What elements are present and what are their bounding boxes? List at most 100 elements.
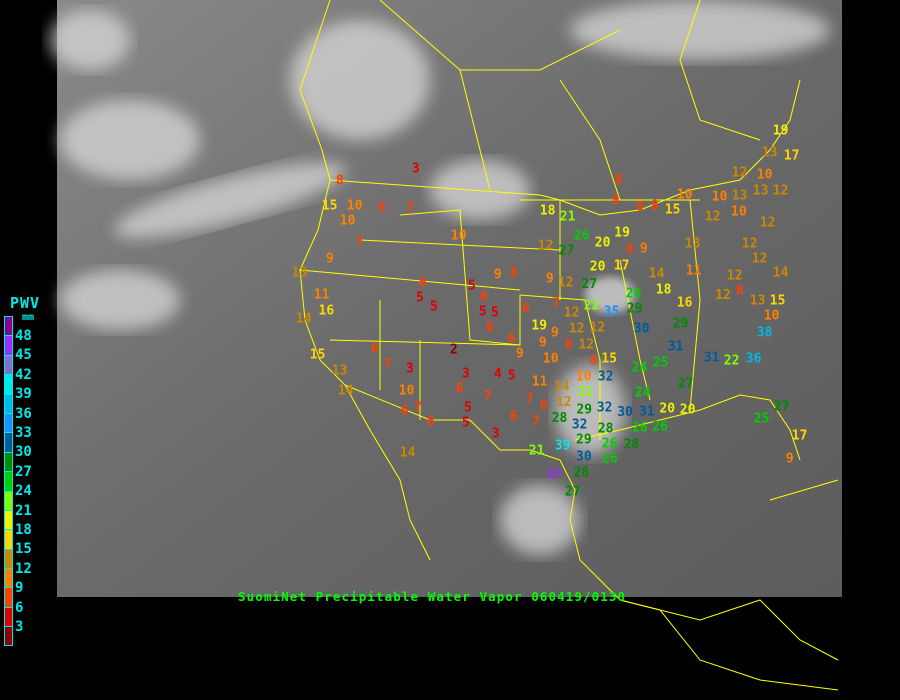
station-pwv-value: 7 bbox=[532, 415, 540, 430]
legend-swatch bbox=[4, 374, 13, 394]
station-pwv-value: 6 bbox=[427, 415, 435, 430]
station-pwv-value: 8 bbox=[615, 173, 623, 188]
station-pwv-value: 10 bbox=[731, 205, 747, 220]
station-pwv-value: 20 bbox=[659, 402, 675, 417]
station-pwv-value: 12 bbox=[752, 252, 768, 267]
station-pwv-value: 4 bbox=[494, 367, 502, 382]
station-pwv-value: 26 bbox=[626, 287, 642, 302]
legend-label: 48 bbox=[15, 328, 32, 344]
station-pwv-value: 15 bbox=[322, 199, 338, 214]
legend-swatch bbox=[4, 509, 13, 530]
station-pwv-value: 14 bbox=[773, 266, 789, 281]
station-pwv-value: 10 bbox=[757, 168, 773, 183]
station-pwv-value: 13 bbox=[685, 237, 701, 252]
station-pwv-value: 27 bbox=[774, 400, 790, 415]
station-pwv-value: 12 bbox=[742, 237, 758, 252]
station-pwv-value: 21 bbox=[529, 444, 545, 459]
station-pwv-value: 5 bbox=[416, 291, 424, 306]
station-pwv-value: 6 bbox=[522, 302, 530, 317]
station-pwv-value: 31 bbox=[668, 340, 684, 355]
station-pwv-value: 15 bbox=[665, 203, 681, 218]
station-pwv-value: 8 bbox=[565, 338, 573, 353]
station-pwv-value: 5 bbox=[430, 300, 438, 315]
station-pwv-value: 9 bbox=[551, 326, 559, 341]
legend-swatch bbox=[4, 316, 13, 336]
station-pwv-value: 8 bbox=[540, 399, 548, 414]
station-pwv-value: 31 bbox=[639, 404, 655, 419]
station-pwv-value: 10 bbox=[764, 309, 780, 324]
station-pwv-value: 26 bbox=[652, 420, 668, 435]
legend-swatch bbox=[4, 451, 13, 472]
station-pwv-value: 10 bbox=[347, 199, 363, 214]
station-pwv-value: 29 bbox=[673, 317, 689, 332]
legend-swatch bbox=[4, 587, 13, 607]
station-pwv-value: 7 bbox=[526, 392, 534, 407]
station-pwv-value: 7 bbox=[356, 236, 364, 251]
station-pwv-value: 12 bbox=[705, 210, 721, 225]
station-pwv-value: 9 bbox=[539, 336, 547, 351]
station-pwv-value: 28 bbox=[552, 411, 568, 426]
station-pwv-value: 7 bbox=[406, 202, 414, 217]
station-pwv-value: 6 bbox=[510, 410, 518, 425]
station-pwv-value: 26 bbox=[602, 437, 618, 452]
legend-label: 3 bbox=[15, 619, 24, 635]
station-pwv-value: 19 bbox=[531, 319, 547, 334]
satellite-image bbox=[57, 0, 842, 597]
station-pwv-value: 20 bbox=[595, 236, 611, 251]
station-pwv-value: 16 bbox=[677, 296, 693, 311]
station-pwv-value: 14 bbox=[649, 267, 665, 282]
station-pwv-value: 7 bbox=[552, 297, 560, 312]
station-pwv-value: 20 bbox=[680, 403, 696, 418]
legend-swatch bbox=[4, 548, 13, 569]
map-caption: SuomiNet Precipitable Water Vapor 060419… bbox=[238, 589, 627, 604]
station-pwv-value: 14 bbox=[296, 312, 312, 327]
station-pwv-value: 32 bbox=[572, 418, 588, 433]
station-pwv-value: 11 bbox=[314, 288, 330, 303]
legend-label: 39 bbox=[15, 386, 32, 403]
station-pwv-value: 15 bbox=[601, 352, 617, 367]
station-pwv-value: 5 bbox=[468, 279, 476, 294]
legend-swatch bbox=[4, 412, 13, 433]
legend-label: 18 bbox=[15, 522, 32, 538]
station-pwv-value: 8 bbox=[612, 194, 620, 209]
legend-label: 36 bbox=[15, 405, 32, 422]
station-pwv-value: 25 bbox=[653, 356, 669, 371]
station-pwv-value: 3 bbox=[462, 367, 470, 382]
legend-label: 33 bbox=[15, 425, 32, 441]
political-borders bbox=[299, 0, 839, 691]
station-pwv-value: 3 bbox=[406, 362, 414, 377]
station-pwv-value: 6 bbox=[419, 276, 427, 291]
station-pwv-value: 5 bbox=[462, 416, 470, 431]
station-pwv-value: 32 bbox=[598, 369, 614, 384]
station-pwv-value: 21 bbox=[578, 385, 594, 400]
legend-label: 21 bbox=[15, 502, 32, 519]
station-pwv-value: 30 bbox=[617, 405, 633, 420]
legend-swatch bbox=[4, 626, 13, 646]
station-pwv-value: 19 bbox=[773, 124, 789, 139]
station-pwv-value: 6 bbox=[401, 404, 409, 419]
station-pwv-value: 32 bbox=[597, 401, 613, 416]
legend-label: 15 bbox=[15, 541, 32, 558]
station-pwv-value: 24 bbox=[635, 386, 651, 401]
legend-swatch bbox=[4, 490, 13, 510]
station-pwv-value: 9 bbox=[546, 272, 554, 287]
station-pwv-value: 28 bbox=[624, 438, 640, 453]
station-pwv-value: 13 bbox=[762, 146, 778, 161]
station-pwv-value: 10 bbox=[451, 229, 467, 244]
station-pwv-value: 11 bbox=[686, 264, 702, 279]
station-pwv-value: 35 bbox=[604, 305, 620, 320]
station-pwv-value: 8 bbox=[736, 284, 744, 299]
station-pwv-value: 11 bbox=[532, 375, 548, 390]
station-pwv-value: 26 bbox=[632, 421, 648, 436]
station-pwv-value: 17 bbox=[784, 149, 800, 164]
legend-title: PWV bbox=[10, 294, 41, 312]
station-pwv-value: 39 bbox=[555, 439, 571, 454]
station-pwv-value: 22 bbox=[584, 299, 600, 314]
legend-color-bar bbox=[4, 316, 13, 646]
station-pwv-value: 9 bbox=[326, 252, 334, 267]
station-pwv-value: 24 bbox=[632, 361, 648, 376]
station-pwv-value: 3 bbox=[492, 427, 500, 442]
station-pwv-value: 8 bbox=[636, 200, 644, 215]
station-pwv-value: 6 bbox=[456, 382, 464, 397]
station-pwv-value: 19 bbox=[614, 226, 630, 241]
